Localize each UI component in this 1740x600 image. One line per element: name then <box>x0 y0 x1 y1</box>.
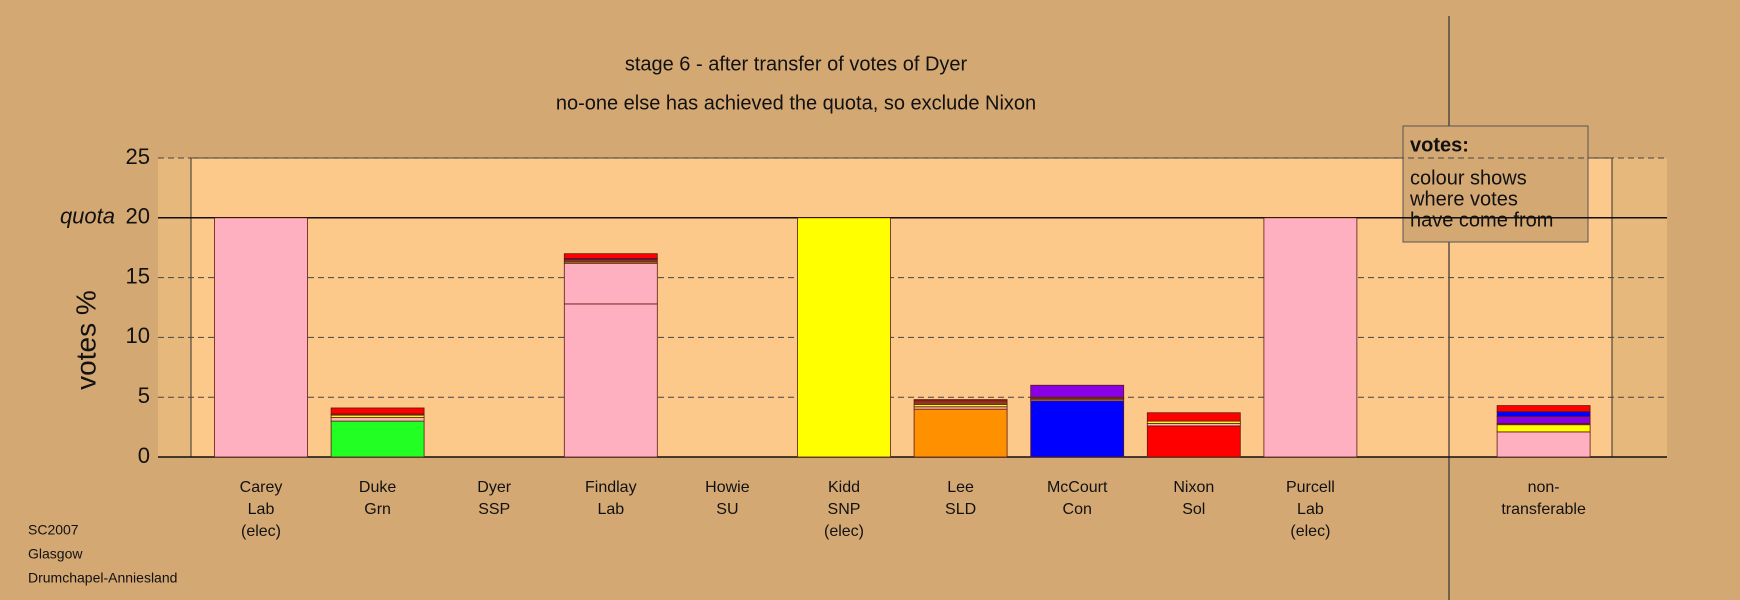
bar-segment <box>1030 384 1125 398</box>
y-tick-label: 0 <box>138 443 150 468</box>
y-tick-label: 10 <box>126 323 150 348</box>
y-tick-label: 15 <box>126 263 150 288</box>
x-tick-label: Dyer <box>477 479 511 496</box>
y-tick-label: 5 <box>138 383 150 408</box>
footer-text: Drumchapel-Anniesland <box>28 570 177 586</box>
y-axis-label: votes % <box>70 290 101 390</box>
x-tick-label: transferable <box>1501 501 1586 518</box>
legend-text: colour shows <box>1410 167 1527 189</box>
bar-segment <box>1496 411 1591 417</box>
bar-segment <box>563 262 658 305</box>
footer-text: SC2007 <box>28 522 79 538</box>
x-tick-label: Grn <box>364 501 391 518</box>
chart-title: stage 6 - after transfer of votes of Dye… <box>625 53 968 75</box>
bar-segment <box>1496 415 1591 424</box>
bar-segment <box>1030 400 1125 458</box>
x-tick-label: Lab <box>248 501 275 518</box>
x-tick-label: SNP <box>828 501 861 518</box>
x-tick-label: (elec) <box>241 523 281 540</box>
x-tick-label: (elec) <box>824 523 864 540</box>
x-tick-label: non- <box>1528 479 1560 496</box>
x-tick-label: Howie <box>705 479 750 496</box>
bar-segment <box>913 400 1008 405</box>
quota-label: quota <box>60 204 115 229</box>
legend-text: where votes <box>1409 188 1518 210</box>
x-tick-label: Lab <box>597 501 624 518</box>
y-tick-label: 25 <box>126 144 150 169</box>
bar-segment <box>1496 405 1591 412</box>
y-tick-label: 20 <box>126 204 150 229</box>
x-tick-label: Duke <box>359 479 396 496</box>
bar-segment <box>913 408 1008 458</box>
bar-segment <box>1146 425 1241 458</box>
x-tick-label: Carey <box>240 479 283 496</box>
x-tick-label: Lab <box>1297 501 1324 518</box>
bar-segment <box>214 217 308 458</box>
bar-segment <box>913 399 1008 402</box>
x-tick-label: Findlay <box>585 479 637 496</box>
bar-segment <box>1496 424 1591 433</box>
x-tick-label: SLD <box>945 501 976 518</box>
x-tick-label: (elec) <box>1290 523 1330 540</box>
x-tick-label: SU <box>716 501 738 518</box>
bar-segment <box>563 253 658 259</box>
x-tick-label: Lee <box>947 479 974 496</box>
footer-text: Glasgow <box>28 546 83 562</box>
bar-segment <box>1263 217 1358 458</box>
bar-segment <box>1146 412 1241 422</box>
x-tick-label: Purcell <box>1286 479 1335 496</box>
bar-segment <box>330 420 425 458</box>
x-tick-label: Kidd <box>828 479 860 496</box>
x-tick-label: McCourt <box>1047 479 1108 496</box>
bar-segment <box>563 303 658 458</box>
x-tick-label: Sol <box>1182 501 1205 518</box>
x-tick-label: Nixon <box>1173 479 1214 496</box>
plot-inner <box>190 157 1613 458</box>
bar-segment <box>797 217 891 458</box>
legend-box <box>1402 125 1589 243</box>
legend-text: have come from <box>1410 209 1553 231</box>
x-tick-label: Con <box>1063 501 1092 518</box>
bar-segment <box>330 417 425 422</box>
legend-title: votes: <box>1410 134 1469 156</box>
chart-subtitle: no-one else has achieved the quota, so e… <box>556 92 1036 114</box>
bar-segment <box>330 407 425 415</box>
x-tick-label: SSP <box>478 501 510 518</box>
bar-segment <box>1496 431 1591 458</box>
